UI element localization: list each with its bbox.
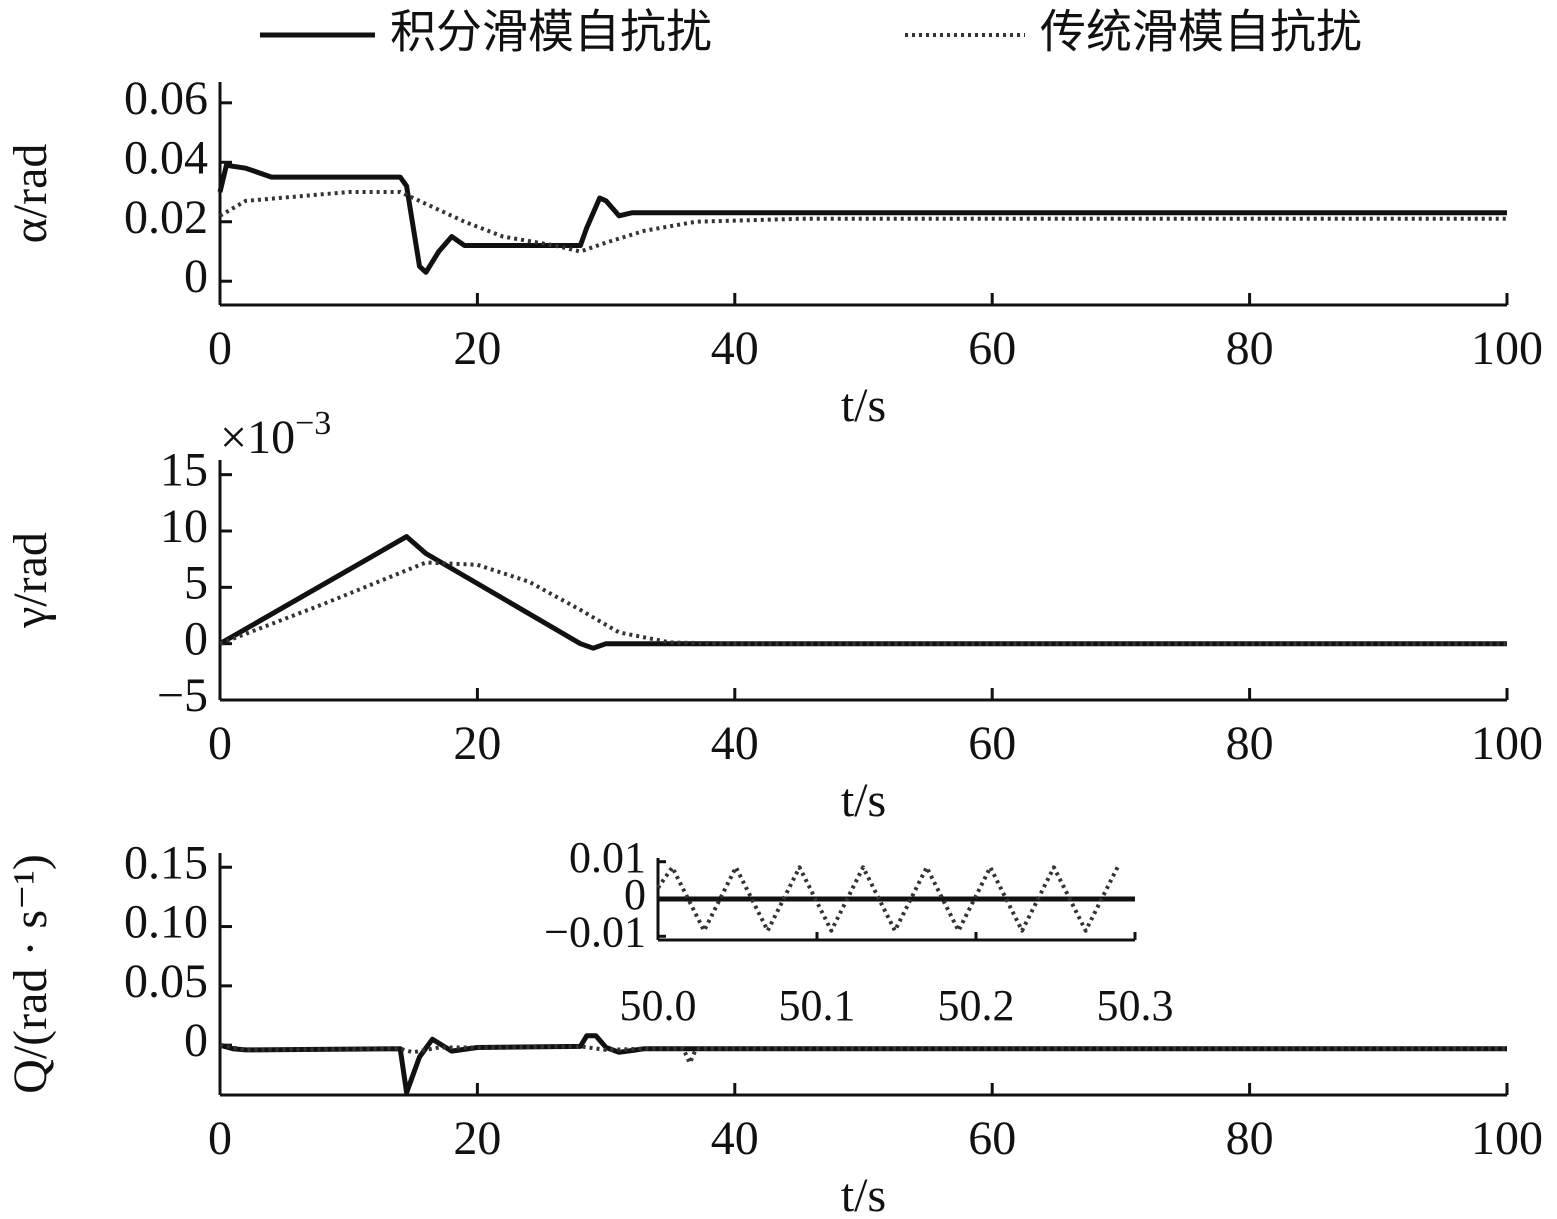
y-tick-label: 0	[184, 613, 208, 666]
subplot: 0 20 40 60 80 100 0 0.05 0.10 0.15 t/s Q/(rad · s⁻¹…	[4, 836, 1543, 1219]
y-tick-label: 0	[624, 870, 646, 919]
x-tick-label: 60	[968, 322, 1016, 375]
x-tick-label: 60	[968, 717, 1016, 770]
y-tick-label: 0	[184, 250, 208, 303]
y-tick-label: 10	[160, 500, 208, 553]
x-tick-label: 80	[1226, 322, 1274, 375]
y-axis-label: γ/rad	[4, 532, 57, 629]
y-tick-label: 0.05	[124, 955, 208, 1008]
y-tick-label: 15	[160, 444, 208, 497]
y-tick-label: −0.01	[544, 907, 646, 956]
x-tick-label: 50.1	[779, 981, 856, 1030]
y-multiplier-base: ×10	[220, 411, 295, 464]
subplot: 0 20 40 60 80 100 0 0.02 0.04 0.06 t/s α/rad	[4, 72, 1543, 432]
y-tick-label: −5	[157, 669, 208, 722]
y-multiplier-exponent: −3	[295, 405, 331, 442]
x-tick-label: 20	[453, 717, 501, 770]
legend-label: 积分滑模自抗扰	[390, 5, 712, 59]
x-tick-label: 80	[1226, 717, 1274, 770]
y-tick-label: 0.01	[569, 833, 646, 882]
x-axis-label: t/s	[841, 379, 886, 432]
y-multiplier: ×10−3	[220, 405, 331, 464]
x-tick-label: 0	[208, 322, 232, 375]
x-tick-label: 0	[208, 717, 232, 770]
x-tick-label: 60	[968, 1112, 1016, 1165]
x-tick-label: 0	[208, 1112, 232, 1165]
y-tick-label: 0.04	[124, 131, 208, 184]
series-line	[219, 1043, 1507, 1065]
x-tick-label: 40	[711, 322, 759, 375]
y-tick-label: 0.02	[124, 191, 208, 244]
series-line	[219, 1033, 1507, 1096]
x-tick-label: 100	[1471, 717, 1543, 770]
y-tick-label: 0.15	[124, 836, 208, 889]
y-axis-label: Q/(rad · s⁻¹)	[4, 854, 57, 1094]
x-axis-label: t/s	[841, 774, 886, 827]
x-tick-label: 20	[453, 1112, 501, 1165]
x-tick-label: 50.3	[1097, 981, 1174, 1030]
y-tick-label: 5	[184, 556, 208, 609]
x-tick-label: 40	[711, 717, 759, 770]
y-tick-label: 0	[184, 1014, 208, 1067]
x-tick-label: 100	[1471, 322, 1543, 375]
series-line	[218, 190, 1507, 254]
legend-label: 传统滑模自抗扰	[1040, 5, 1362, 59]
x-tick-label: 80	[1226, 1112, 1274, 1165]
x-tick-label: 50.0	[620, 981, 697, 1030]
series-line	[217, 162, 1507, 275]
y-tick-label: 0.10	[124, 896, 208, 949]
y-axis-label: α/rad	[4, 144, 57, 244]
x-axis-label: t/s	[841, 1169, 886, 1219]
x-tick-label: 50.2	[938, 981, 1015, 1030]
series-line	[218, 534, 1507, 651]
x-tick-label: 20	[453, 322, 501, 375]
y-tick-label: 0.06	[124, 72, 208, 125]
x-tick-label: 40	[711, 1112, 759, 1165]
series-line	[219, 560, 1507, 646]
x-tick-label: 100	[1471, 1112, 1543, 1165]
